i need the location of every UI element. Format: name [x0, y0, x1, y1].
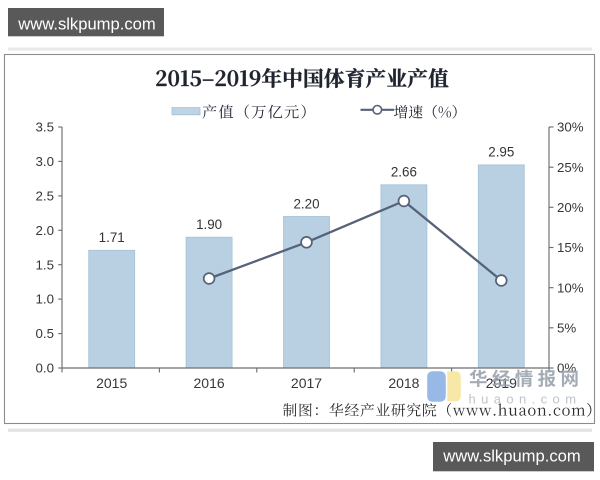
svg-text:3.5: 3.5 [36, 120, 55, 135]
svg-text:0.0: 0.0 [36, 361, 55, 376]
svg-text:www.slkpump.com: www.slkpump.com [17, 14, 155, 33]
svg-text:1.0: 1.0 [36, 292, 55, 307]
svg-text:2.95: 2.95 [488, 145, 514, 160]
svg-text:2015: 2015 [96, 375, 127, 391]
svg-text:25%: 25% [557, 160, 584, 175]
svg-text:2.5: 2.5 [36, 189, 55, 204]
svg-text:1.90: 1.90 [196, 217, 222, 232]
svg-text:0%: 0% [557, 361, 576, 376]
svg-text:2.0: 2.0 [36, 223, 55, 238]
svg-text:2019: 2019 [486, 375, 517, 391]
svg-text:huaon.com: huaon.com [469, 392, 582, 407]
svg-text:15%: 15% [557, 240, 584, 255]
svg-text:0.5: 0.5 [36, 326, 55, 341]
svg-text:20%: 20% [557, 200, 584, 215]
svg-text:10%: 10% [557, 280, 584, 295]
svg-text:1.5: 1.5 [36, 257, 55, 272]
svg-text:2017: 2017 [291, 375, 322, 391]
svg-text:3.0: 3.0 [36, 154, 55, 169]
svg-text:2016: 2016 [194, 375, 225, 391]
svg-text:5%: 5% [557, 320, 576, 335]
svg-text:2.66: 2.66 [391, 165, 417, 180]
svg-text:www.slkpump.com: www.slkpump.com [442, 447, 580, 466]
svg-text:1.71: 1.71 [99, 230, 125, 245]
svg-text:2.20: 2.20 [293, 196, 319, 211]
svg-text:2018: 2018 [388, 375, 419, 391]
svg-text:30%: 30% [557, 120, 584, 135]
